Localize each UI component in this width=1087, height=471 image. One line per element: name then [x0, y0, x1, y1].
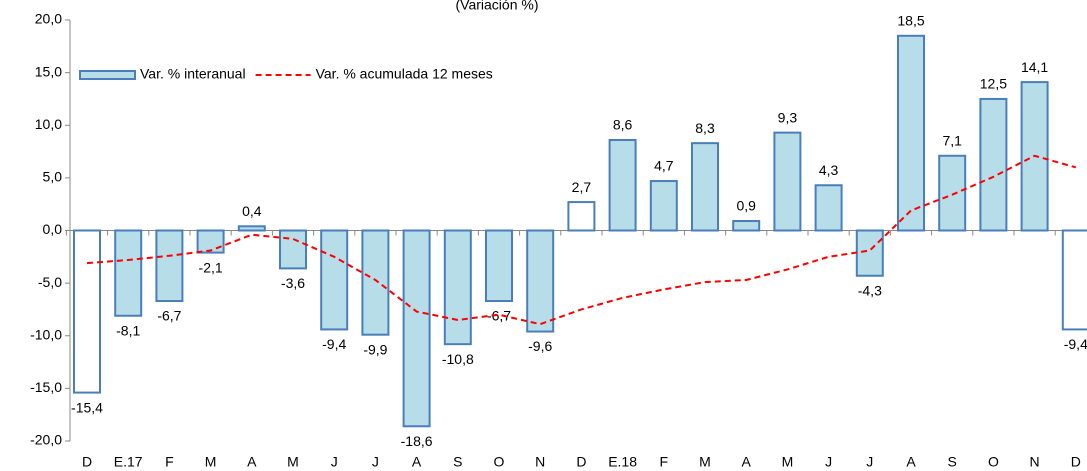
data-label: -2,1	[199, 259, 223, 275]
x-tick-label: O	[988, 454, 999, 470]
data-label: -9,4	[1064, 336, 1087, 352]
bar	[979, 97, 1008, 232]
x-tick-label: O	[494, 454, 505, 470]
bar	[402, 229, 431, 428]
x-tick-label: D	[1071, 454, 1081, 470]
bar	[732, 220, 761, 232]
y-tick-label: -20,0	[30, 432, 62, 448]
data-label: 4,7	[654, 158, 674, 174]
x-tick-label: M	[205, 454, 217, 470]
x-tick-label: A	[412, 454, 422, 470]
data-label: -9,6	[528, 338, 552, 354]
data-label: -9,4	[322, 336, 346, 352]
data-label: 12,5	[980, 76, 1007, 92]
legend-label: Var. % acumulada 12 meses	[316, 66, 493, 82]
x-tick-label: F	[660, 454, 669, 470]
x-tick-label: A	[742, 454, 752, 470]
data-label: -9,9	[363, 341, 387, 357]
data-label: -6,7	[157, 308, 181, 324]
x-tick-label: A	[906, 454, 916, 470]
data-label: 7,1	[942, 132, 962, 148]
data-label: 4,3	[819, 162, 839, 178]
x-tick-label: J	[825, 454, 832, 470]
x-tick-label: F	[165, 454, 174, 470]
data-label: 14,1	[1021, 59, 1048, 75]
bar	[567, 201, 596, 232]
bar	[320, 229, 349, 331]
chart-title: (Variación %)	[456, 0, 539, 13]
x-tick-label: M	[782, 454, 794, 470]
x-tick-label: D	[82, 454, 92, 470]
bar	[897, 34, 925, 232]
x-tick-label: D	[576, 454, 586, 470]
data-label: 0,9	[736, 198, 756, 214]
bar	[443, 229, 472, 346]
data-label: 2,7	[572, 179, 592, 195]
bar	[361, 229, 390, 336]
y-tick-label: 15,0	[35, 63, 62, 79]
x-tick-label: J	[866, 454, 873, 470]
y-tick-label: 5,0	[43, 169, 63, 185]
y-tick-label: 0,0	[43, 221, 63, 237]
bar	[485, 229, 513, 303]
bar	[773, 131, 802, 232]
data-label: 8,3	[695, 120, 715, 136]
x-tick-label: S	[453, 454, 462, 470]
line	[86, 154, 1077, 326]
data-label: -10,8	[442, 351, 474, 367]
data-label: -15,4	[71, 399, 103, 415]
data-label: 0,4	[242, 203, 262, 219]
x-tick-label: N	[535, 454, 545, 470]
bar	[855, 229, 884, 277]
data-label: 9,3	[778, 109, 798, 125]
data-label: -3,6	[281, 275, 305, 291]
bar	[73, 229, 101, 394]
data-label: -4,3	[858, 282, 882, 298]
bar	[649, 180, 678, 232]
data-label: -18,6	[401, 433, 433, 449]
bar	[279, 229, 307, 270]
x-tick-label: M	[699, 454, 711, 470]
x-tick-label: E.17	[114, 454, 143, 470]
y-tick-label: -10,0	[30, 326, 62, 342]
y-tick-label: -5,0	[38, 274, 62, 290]
data-label: -8,1	[116, 322, 140, 338]
y-tick-label: 10,0	[35, 116, 62, 132]
x-tick-label: S	[948, 454, 957, 470]
bar	[114, 229, 143, 317]
x-tick-label: N	[1030, 454, 1040, 470]
x-tick-label: J	[331, 454, 338, 470]
legend-swatch	[79, 70, 136, 80]
x-tick-label: E.18	[608, 454, 637, 470]
bar	[691, 142, 719, 232]
bar	[608, 138, 637, 232]
bar	[526, 229, 555, 333]
bar	[155, 229, 184, 303]
data-label: 8,6	[613, 117, 633, 133]
x-tick-label: M	[287, 454, 299, 470]
bar	[1061, 229, 1087, 331]
bar	[814, 184, 843, 232]
bar	[237, 225, 266, 232]
legend-label: Var. % interanual	[140, 66, 246, 82]
data-label: 18,5	[897, 12, 924, 28]
x-tick-label: J	[372, 454, 379, 470]
bar	[196, 229, 225, 254]
bar	[938, 154, 967, 232]
y-tick-label: -15,0	[30, 379, 62, 395]
x-tick-label: A	[247, 454, 257, 470]
data-label: -6,7	[487, 308, 511, 324]
y-tick-label: 20,0	[35, 11, 62, 27]
